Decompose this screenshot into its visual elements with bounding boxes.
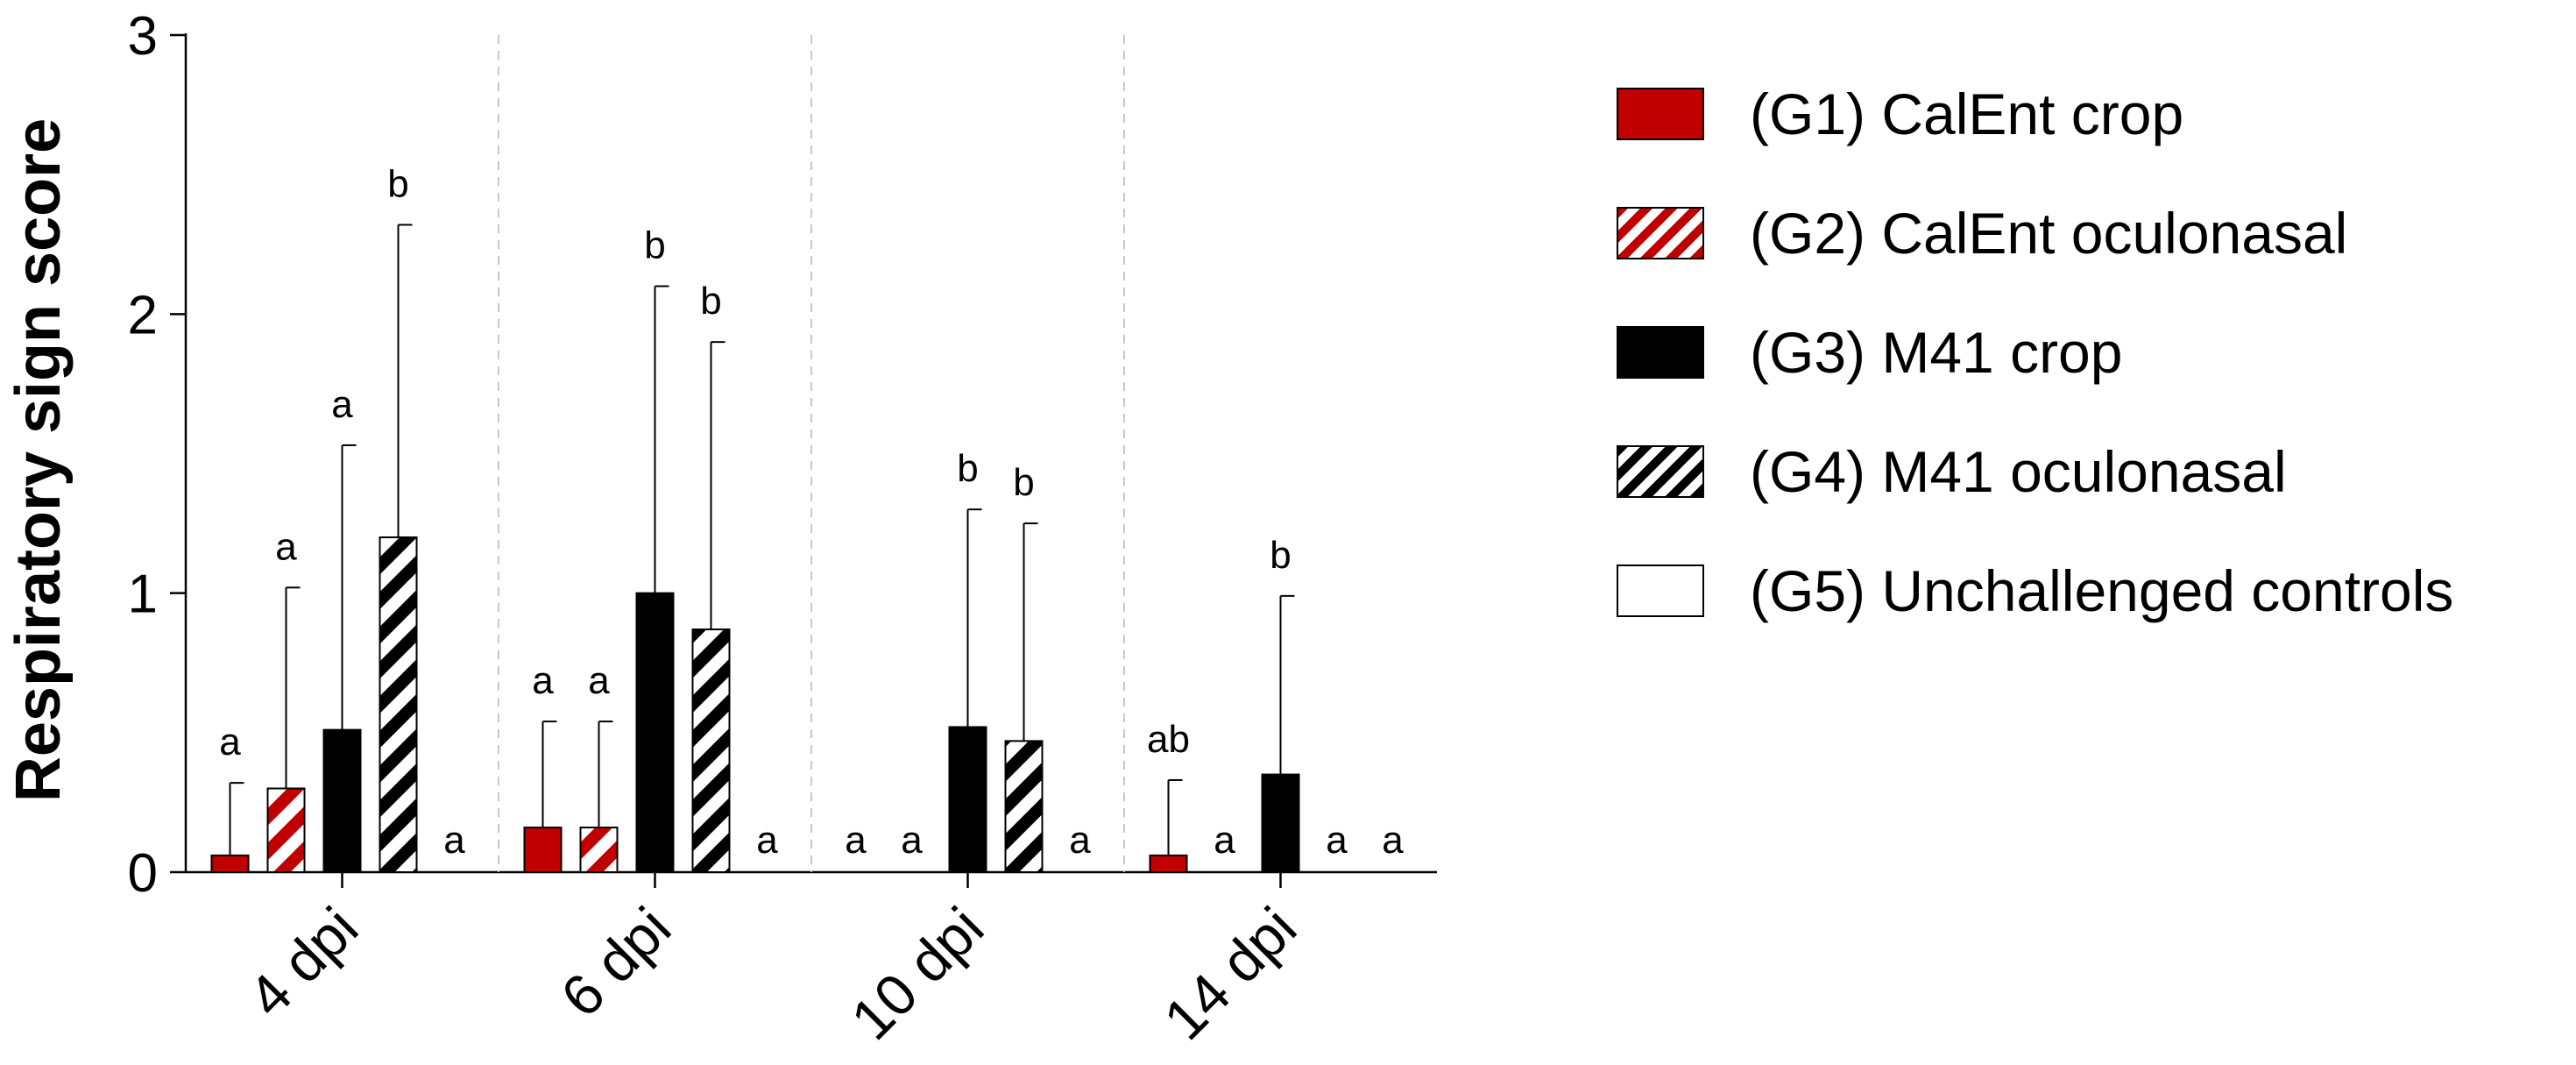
significance-letter: a [901, 819, 923, 862]
significance-letter: b [1270, 534, 1291, 577]
significance-letter: a [532, 659, 554, 702]
legend-swatch [1617, 88, 1704, 140]
y-tick-label: 2 [128, 285, 158, 345]
y-tick-label: 0 [128, 843, 158, 904]
legend-swatch [1617, 445, 1704, 498]
significance-letter: a [845, 819, 867, 862]
x-tick-label: 10 dpi [839, 895, 995, 1052]
y-tick-label: 3 [128, 6, 158, 67]
significance-letter: b [1013, 461, 1034, 504]
bar [266, 787, 306, 873]
significance-letter: a [1382, 819, 1404, 862]
bar [948, 726, 987, 874]
x-tick-label: 4 dpi [236, 895, 371, 1030]
legend-label: (G5) Unchallenged controls [1750, 558, 2454, 623]
significance-letter: b [644, 224, 665, 267]
bar [579, 827, 619, 873]
significance-letter: b [387, 162, 408, 205]
bar [1149, 854, 1188, 874]
legend-swatch [1617, 326, 1704, 379]
bar [635, 592, 675, 874]
significance-letter: a [588, 659, 610, 702]
significance-letter: a [219, 721, 241, 763]
bar [322, 728, 362, 874]
legend-label: (G3) M41 crop [1750, 320, 2123, 385]
y-axis-label: Respiratory sign score [4, 118, 74, 802]
legend-item: (G1) CalEnt crop [1617, 54, 2453, 174]
legend: (G1) CalEnt crop (G2) CalEnt oculonasal (G… [1617, 54, 2453, 650]
legend-item: (G2) CalEnt oculonasal [1617, 174, 2453, 293]
significance-letter: a [1214, 819, 1235, 862]
significance-letter: a [756, 819, 778, 862]
significance-letter: a [1326, 819, 1348, 862]
legend-item: (G3) M41 crop [1617, 293, 2453, 412]
bar [523, 827, 563, 873]
bar [691, 628, 731, 873]
legend-item: (G5) Unchallenged controls [1617, 531, 2453, 650]
significance-letter: a [275, 525, 297, 568]
legend-label: (G4) M41 oculonasal [1750, 439, 2287, 504]
legend-item: (G4) M41 oculonasal [1617, 412, 2453, 531]
legend-swatch [1617, 207, 1704, 259]
y-tick-label: 1 [128, 564, 158, 625]
legend-label: (G1) CalEnt crop [1750, 82, 2184, 146]
x-tick-label: 6 dpi [548, 895, 683, 1030]
legend-swatch [1617, 564, 1704, 617]
significance-letter: a [331, 383, 353, 426]
significance-letter: b [700, 280, 721, 323]
bar [1261, 773, 1300, 873]
bar [379, 536, 418, 873]
significance-letter: b [957, 447, 978, 490]
x-tick-label: 14 dpi [1151, 895, 1308, 1052]
significance-letter: a [1069, 819, 1091, 862]
significance-letter: ab [1147, 718, 1190, 761]
legend-label: (G2) CalEnt oculonasal [1750, 201, 2348, 266]
bar [1004, 740, 1044, 874]
bar [210, 854, 250, 874]
significance-letter: a [443, 819, 465, 862]
